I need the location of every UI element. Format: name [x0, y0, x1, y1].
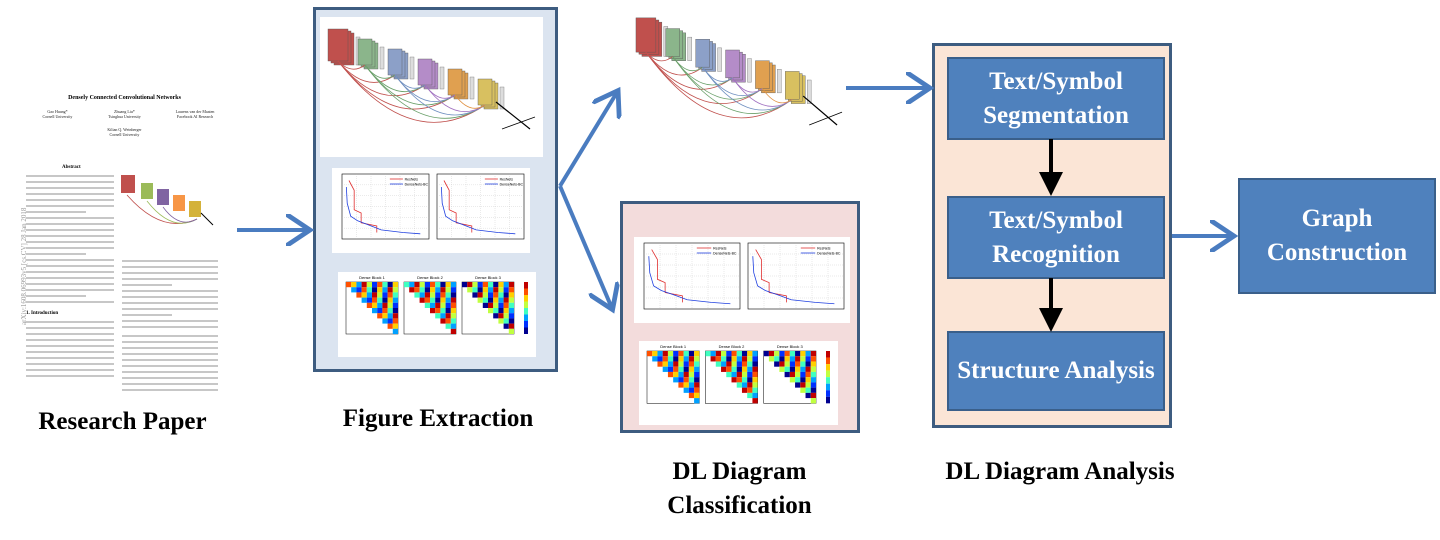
classified-heatmaps: Dense Block 1 Dense Block 2 Dense Block 3	[639, 341, 838, 425]
caption-classification: DL Diagram Classification	[667, 458, 812, 519]
line-charts-card: ResNets DenseNets-BC ResNets DenseNets-BC	[332, 168, 530, 253]
svg-text:ResNets: ResNets	[713, 247, 727, 251]
heatmaps: Dense Block 1 Dense Block 2 Dense Block 3	[345, 275, 528, 335]
svg-text:Dense Block 2: Dense Block 2	[719, 344, 746, 349]
graph-construction-box: Graph Construction	[1238, 178, 1436, 294]
caption-research-paper: Research Paper	[38, 408, 207, 435]
svg-text:Dense Block 2: Dense Block 2	[417, 275, 444, 280]
classification-panel: ResNets DenseNets-BC ResNets DenseNets-BC D…	[620, 201, 860, 433]
segmentation-step: Text/Symbol Segmentation	[947, 57, 1165, 140]
recognition-step: Text/Symbol Recognition	[947, 196, 1165, 279]
svg-text:ResNets: ResNets	[817, 247, 831, 251]
densenet-diagram-2	[635, 17, 843, 126]
introduction-heading: 1. Introduction	[26, 311, 59, 316]
svg-text:DenseNets-BC: DenseNets-BC	[713, 252, 737, 256]
svg-text:Dense Block 3: Dense Block 3	[777, 344, 804, 349]
svg-text:DenseNets-BC: DenseNets-BC	[500, 183, 524, 187]
abstract-heading: Abstract	[62, 165, 81, 170]
arrow-to-diagram	[558, 94, 616, 188]
caption-analysis: DL Diagram Analysis	[945, 458, 1175, 485]
heatmaps-2: Dense Block 1 Dense Block 2 Dense Block 3	[646, 344, 830, 404]
classified-line-charts: ResNets DenseNets-BC ResNets DenseNets-BC	[634, 237, 850, 323]
svg-text:ResNets: ResNets	[500, 178, 514, 182]
paper-author-4: Kilian Q. Weinberger Cornell University	[107, 127, 142, 137]
classified-densenet-figure	[628, 5, 850, 155]
paper-title: Densely Connected Convolutional Networks	[68, 95, 181, 101]
heatmaps-card: Dense Block 1 Dense Block 2 Dense Block 3	[338, 272, 536, 357]
svg-text:Dense Block 1: Dense Block 1	[359, 275, 386, 280]
svg-text:Dense Block 3: Dense Block 3	[475, 275, 502, 280]
arrow-to-nondiagram	[558, 185, 611, 306]
paper-author-1: Gao Huang* Cornell University	[42, 109, 73, 119]
figure-extraction-panel: ResNets DenseNets-BC ResNets DenseNets-BC D…	[313, 7, 558, 372]
paper-author-3: Laurens van der Maaten Facebook AI Resear…	[175, 109, 215, 119]
structure-analysis-step: Structure Analysis	[947, 331, 1165, 411]
svg-text:ResNets: ResNets	[405, 178, 419, 182]
svg-text:DenseNets-BC: DenseNets-BC	[817, 252, 841, 256]
analysis-panel: Text/Symbol Segmentation Text/Symbol Rec…	[932, 43, 1172, 428]
paper-author-2: Zhuang Liu* Tsinghua University	[108, 109, 141, 119]
densenet-figure-card	[320, 17, 543, 157]
research-paper-thumbnail: Densely Connected Convolutional Networks…	[20, 85, 227, 391]
svg-text:DenseNets-BC: DenseNets-BC	[405, 183, 429, 187]
caption-figure-extraction: Figure Extraction	[342, 405, 534, 432]
paper-figure	[121, 175, 214, 226]
densenet-diagram	[327, 28, 536, 130]
svg-text:Dense Block 1: Dense Block 1	[660, 344, 687, 349]
